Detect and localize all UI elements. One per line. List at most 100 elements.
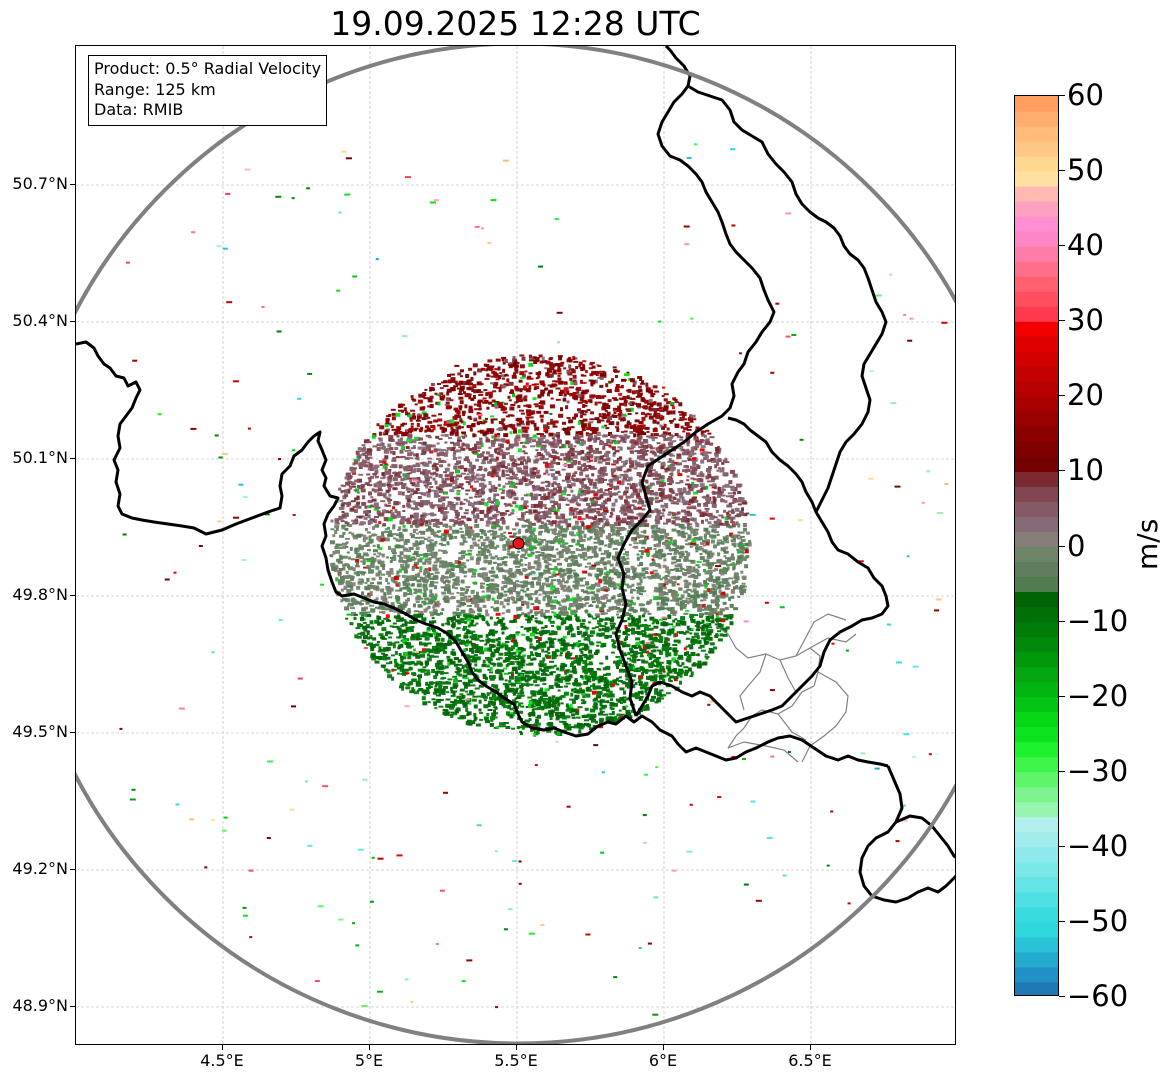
colorbar-tick-label: −40: [1067, 828, 1129, 863]
colorbar-band: [1015, 411, 1058, 427]
region-outline: [739, 633, 857, 763]
lat-tick: [70, 732, 75, 733]
colorbar-band: [1015, 456, 1058, 472]
colorbar-band: [1015, 936, 1058, 953]
colorbar-tick-label: 30: [1067, 303, 1104, 338]
region-outline: [727, 613, 847, 763]
colorbar-tick-label: −10: [1067, 603, 1129, 638]
colorbar-band: [1015, 306, 1058, 322]
lat-tick-label: 50.1°N: [12, 448, 68, 467]
lat-tick-label: 50.4°N: [12, 311, 68, 330]
colorbar-band: [1015, 186, 1058, 202]
colorbar-band: [1015, 231, 1058, 247]
colorbar-band: [1015, 111, 1058, 127]
colorbar-band: [1015, 351, 1058, 367]
colorbar-tick: [1059, 845, 1065, 847]
colorbar-band: [1015, 486, 1058, 502]
lon-tick-label: 5.5°E: [494, 1051, 538, 1070]
colorbar-band: [1015, 876, 1058, 893]
colorbar-tick-label: 40: [1067, 228, 1104, 263]
colorbar-band: [1015, 366, 1058, 382]
colorbar-band: [1015, 981, 1058, 995]
colorbar-band: [1015, 531, 1058, 547]
lon-tick-label: 4.5°E: [200, 1051, 244, 1070]
colorbar-band: [1015, 441, 1058, 457]
colorbar-band: [1015, 651, 1058, 668]
colorbar-band: [1015, 726, 1058, 743]
colorbar-band: [1015, 966, 1058, 983]
colorbar-tick: [1059, 320, 1065, 322]
radar-map-svg: [76, 46, 955, 1044]
lon-tick: [222, 1045, 223, 1050]
radar-site-marker[interactable]: [512, 537, 525, 550]
colorbar-tick-label: −60: [1067, 979, 1129, 1013]
colorbar-band: [1015, 426, 1058, 442]
colorbar-tick: [1059, 245, 1065, 247]
colorbar-band: [1015, 696, 1058, 713]
lon-tick: [516, 1045, 517, 1050]
colorbar-band: [1015, 666, 1058, 683]
lon-tick-label: 6°E: [648, 1051, 678, 1070]
colorbar-band: [1015, 621, 1058, 638]
radar-map[interactable]: [75, 45, 956, 1045]
colorbar-tick-label: −20: [1067, 678, 1129, 713]
lat-tick: [70, 184, 75, 185]
colorbar-band: [1015, 576, 1058, 593]
product-info-box: Product: 0.5° Radial Velocity Range: 125…: [88, 55, 328, 126]
velocity-echoes: [119, 143, 949, 1016]
range-ring-circle: [76, 46, 955, 1044]
colorbar-band: [1015, 336, 1058, 352]
colorbar-band: [1015, 516, 1058, 532]
colorbar-tick-label: 50: [1067, 153, 1104, 188]
colorbar-band: [1015, 216, 1058, 232]
colorbar-tick-label: −30: [1067, 753, 1129, 788]
colorbar-tick: [1059, 545, 1065, 547]
border-germany-france-east: [858, 765, 955, 904]
range-ring: [76, 46, 955, 1044]
lat-tick: [70, 595, 75, 596]
border-france-belgium-west: [76, 340, 889, 768]
colorbar-band: [1015, 846, 1058, 863]
colorbar-band: [1015, 906, 1058, 923]
colorbar-band: [1015, 501, 1058, 517]
colorbar-band: [1015, 756, 1058, 773]
lon-tick-label: 5°E: [354, 1051, 384, 1070]
border-south-east: [895, 814, 955, 859]
colorbar-band: [1015, 141, 1058, 157]
colorbar-tick-label: 0: [1067, 528, 1086, 563]
colorbar-band: [1015, 126, 1058, 142]
colorbar-band: [1015, 546, 1058, 563]
colorbar-band: [1015, 381, 1058, 397]
colorbar-band: [1015, 591, 1058, 608]
colorbar-band: [1015, 681, 1058, 698]
colorbar-band: [1015, 96, 1058, 112]
info-range: Range: 125 km: [94, 79, 216, 99]
velocity-colorbar: [1014, 95, 1059, 996]
map-title: 19.09.2025 12:28 UTC: [330, 4, 701, 43]
lat-tick: [70, 321, 75, 322]
info-product: Product: 0.5° Radial Velocity: [94, 59, 322, 78]
lon-tick: [663, 1045, 664, 1050]
colorbar-band: [1015, 321, 1058, 337]
lat-tick: [70, 458, 75, 459]
colorbar-tick: [1059, 395, 1065, 397]
colorbar-band: [1015, 861, 1058, 878]
colorbar-band: [1015, 291, 1058, 307]
colorbar-tick-label: 10: [1067, 453, 1104, 488]
colorbar-band: [1015, 561, 1058, 578]
colorbar-tick-label: 20: [1067, 378, 1104, 413]
colorbar-tick: [1059, 95, 1065, 96]
lat-tick-label: 50.7°N: [12, 174, 68, 193]
border-luxembourg-germany: [634, 416, 890, 724]
colorbar-band: [1015, 396, 1058, 412]
colorbar-tick: [1059, 695, 1065, 697]
colorbar-band: [1015, 276, 1058, 292]
lat-tick: [70, 1006, 75, 1007]
colorbar-band: [1015, 771, 1058, 788]
colorbar-band: [1015, 471, 1058, 487]
lon-tick-label: 6.5°E: [788, 1051, 832, 1070]
colorbar-band: [1015, 801, 1058, 818]
colorbar-band: [1015, 891, 1058, 908]
colorbar-tick: [1059, 620, 1065, 622]
colorbar-band: [1015, 201, 1058, 217]
